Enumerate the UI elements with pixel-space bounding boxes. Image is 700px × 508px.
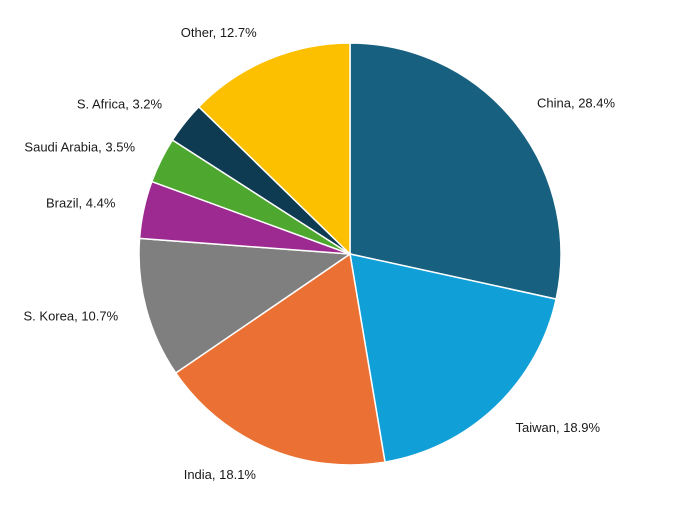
slice-s-korea	[138, 237, 353, 375]
label-taiwan: Taiwan, 18.9%	[516, 420, 601, 435]
slice-china	[349, 42, 562, 300]
label-s-korea: S. Korea, 10.7%	[24, 308, 119, 323]
slice-taiwan	[349, 253, 558, 463]
label-other: Other, 12.7%	[181, 25, 257, 40]
label-saudi-arabia: Saudi Arabia, 3.5%	[24, 139, 135, 154]
label-brazil: Brazil, 4.4%	[46, 195, 116, 210]
labels-layer: China, 28.4% Taiwan, 18.9% India, 18.1% S. …	[24, 25, 616, 482]
label-china: China, 28.4%	[537, 96, 615, 111]
slice-other	[197, 42, 351, 256]
slice-india	[174, 252, 386, 466]
label-india: India, 18.1%	[184, 467, 257, 482]
slices-layer	[138, 42, 562, 466]
label-s-africa: S. Africa, 3.2%	[77, 97, 163, 112]
